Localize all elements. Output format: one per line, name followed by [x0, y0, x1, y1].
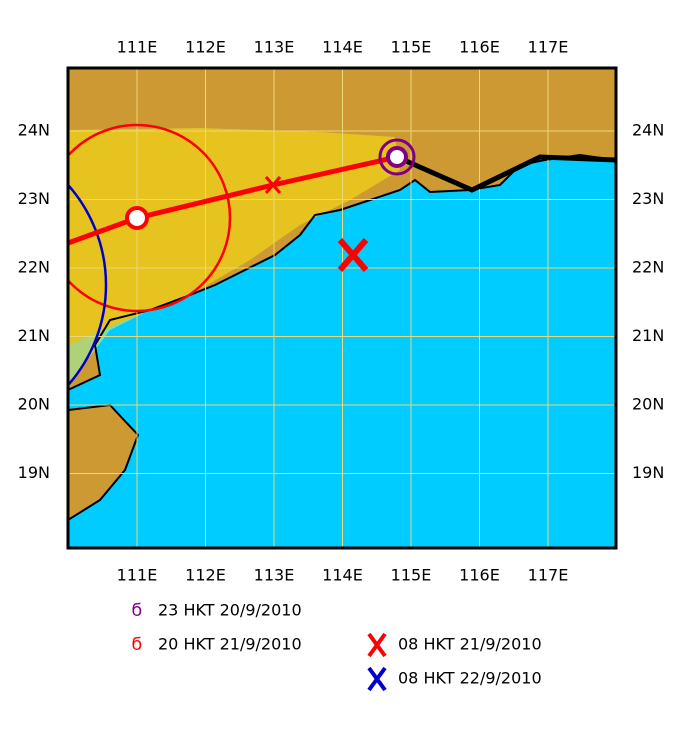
lon-label: 112E — [185, 566, 226, 585]
cone-over-sea — [68, 310, 150, 385]
lon-label: 115E — [391, 566, 432, 585]
past-track — [395, 154, 616, 193]
lon-label: 111E — [117, 566, 158, 585]
lon-label: 117E — [528, 38, 569, 57]
radius-circle-blue — [68, 183, 108, 387]
current-position — [386, 146, 408, 168]
legend-label: 20 HKT 21/9/2010 — [158, 635, 302, 654]
map-area — [68, 68, 616, 548]
legend-symbol: ϭ — [131, 600, 142, 621]
legend-symbol — [367, 666, 387, 692]
lon-label: 112E — [185, 38, 226, 57]
lat-label: 23N — [632, 189, 664, 208]
lon-label: 116E — [459, 566, 500, 585]
legend-label: 23 HKT 20/9/2010 — [158, 601, 302, 620]
lon-label: 111E — [117, 38, 158, 57]
legend-symbol — [367, 632, 387, 658]
forecast-track — [68, 154, 398, 246]
lon-label: 114E — [322, 38, 363, 57]
lat-label: 24N — [632, 121, 664, 140]
lat-label: 22N — [632, 258, 664, 277]
frame — [66, 66, 618, 550]
forecast-mark — [264, 176, 282, 194]
legend: ϭ 23 HKT 20/9/2010 ϭ 20 HKT 21/9/2010 08… — [131, 600, 542, 692]
axis-labels: 111E 111E 112E 112E 113E 113E 114E 114E 115E 115E… — [18, 38, 665, 585]
forecast-mark-large — [337, 238, 369, 272]
radius-circle — [68, 123, 232, 313]
legend-symbol: ϭ — [131, 634, 142, 655]
lat-label: 21N — [18, 326, 50, 345]
coastline — [68, 153, 616, 391]
lat-label: 19N — [18, 463, 50, 482]
legend-label: 08 HKT 22/9/2010 — [398, 669, 542, 688]
grid — [68, 68, 616, 548]
current-ring — [378, 138, 416, 176]
lon-label: 115E — [391, 38, 432, 57]
lat-label: 22N — [18, 258, 50, 277]
lon-label: 117E — [528, 566, 569, 585]
lat-label: 21N — [632, 326, 664, 345]
lon-label: 113E — [254, 38, 295, 57]
lat-label: 24N — [18, 121, 50, 140]
lat-label: 20N — [632, 395, 664, 414]
legend-label: 08 HKT 21/9/2010 — [398, 635, 542, 654]
probability-cone — [68, 128, 400, 345]
lat-label: 19N — [632, 463, 664, 482]
lat-label: 23N — [18, 189, 50, 208]
lon-label: 116E — [459, 38, 500, 57]
lon-label: 114E — [322, 566, 363, 585]
lat-label: 20N — [18, 395, 50, 414]
lon-label: 113E — [254, 566, 295, 585]
storm-position — [125, 206, 149, 230]
